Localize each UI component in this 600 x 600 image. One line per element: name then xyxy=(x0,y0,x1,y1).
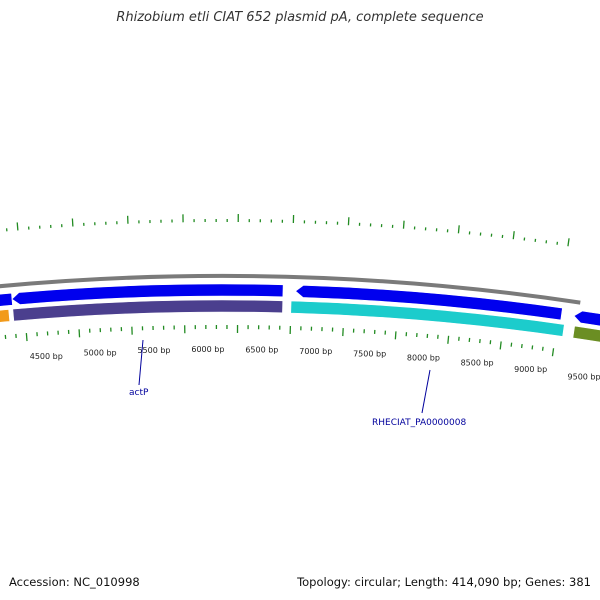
rheciat-callout-line xyxy=(421,369,431,414)
scale-label: 7500 bp xyxy=(353,349,386,358)
scale-label: 8500 bp xyxy=(461,359,494,368)
scale-label: 7000 bp xyxy=(299,347,332,356)
gene-rheciat-pa0000008 xyxy=(290,300,565,337)
inner-minor-tick xyxy=(531,345,534,350)
outer-major-tick xyxy=(16,222,19,231)
gene-label-rheciat-pa0000008[interactable]: RHECIAT_PA0000008 xyxy=(372,418,466,428)
scale-labels: 4500 bp 5000 bp 5500 bp 6000 bp 6500 bp 7000 … xyxy=(30,345,600,382)
inner-major-tick xyxy=(499,341,502,350)
gene-label-actp[interactable]: actP xyxy=(129,388,149,398)
accession-label: Accession: NC_010998 xyxy=(9,575,140,589)
gene-actp xyxy=(12,299,284,322)
gene-callouts[interactable]: actP RHECIAT_PA0000008 xyxy=(129,339,466,428)
inner-major-tick xyxy=(25,333,28,342)
gene-forward-2 xyxy=(295,285,563,321)
outer-major-tick xyxy=(402,220,405,229)
scale-label: 5500 bp xyxy=(137,346,170,355)
scale-label: 9000 bp xyxy=(514,365,547,374)
scale-label: 9500 bp xyxy=(568,373,600,382)
scale-label: 4500 bp xyxy=(30,352,63,361)
scale-label: 6500 bp xyxy=(245,345,278,354)
scale-label: 5000 bp xyxy=(84,348,117,357)
inner-major-tick xyxy=(394,331,397,340)
scale-label: 6000 bp xyxy=(191,345,224,354)
inner-major-tick xyxy=(551,348,555,357)
outer-major-tick xyxy=(457,225,460,234)
inner-tick-ring xyxy=(4,325,555,357)
gene-olive xyxy=(572,325,600,343)
outer-major-tick xyxy=(567,238,570,247)
inner-minor-tick xyxy=(541,346,544,351)
outer-major-tick xyxy=(512,231,515,240)
plasmid-backbone xyxy=(0,274,581,305)
gene-forward-left-edge xyxy=(0,292,13,307)
actp-callout-line xyxy=(138,339,144,386)
gene-forward-3 xyxy=(573,310,600,327)
outer-tick-ring xyxy=(5,214,570,247)
sequence-stats: Topology: circular; Length: 414,090 bp; … xyxy=(297,575,591,589)
map-title: Rhizobium etli CIAT 652 plasmid pA, comp… xyxy=(116,10,484,25)
inner-minor-tick xyxy=(520,343,523,349)
inner-major-tick xyxy=(447,335,450,344)
scale-label: 8000 bp xyxy=(407,353,440,362)
gene-forward-1 xyxy=(11,283,284,305)
gene-orange xyxy=(0,309,11,323)
gene-track xyxy=(0,283,600,343)
